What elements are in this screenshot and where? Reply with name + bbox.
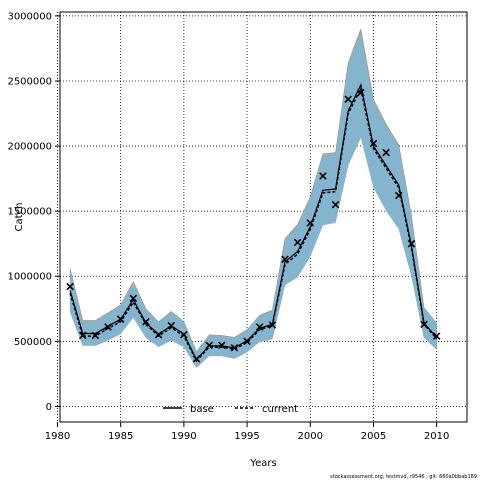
observed-point <box>281 255 289 264</box>
observed-point <box>230 344 239 352</box>
plot-frame <box>59 11 468 423</box>
current-series-line <box>69 86 438 363</box>
observed-point <box>154 331 163 339</box>
observed-point <box>91 331 100 340</box>
observed-point <box>432 332 441 340</box>
observed-point <box>218 341 226 349</box>
observed-point <box>116 315 125 323</box>
y-tick-label: 3000000 <box>7 11 52 22</box>
observed-point <box>382 148 390 157</box>
observed-point <box>192 355 201 363</box>
x-tick-label: 2010 <box>424 431 449 442</box>
x-tick-label: 1990 <box>171 431 196 442</box>
y-tick-label: 0 <box>46 402 52 413</box>
observed-point <box>293 238 302 247</box>
observed-point <box>180 331 188 339</box>
observed-point <box>357 88 365 97</box>
observed-point <box>129 294 138 303</box>
observed-point <box>331 200 340 209</box>
observed-point <box>369 139 378 148</box>
observed-point <box>142 318 150 326</box>
legend-current-label: current <box>262 404 298 415</box>
y-tick-label: 1500000 <box>7 207 52 218</box>
x-tick-label: 1980 <box>45 431 70 442</box>
observed-point <box>268 321 277 329</box>
series-lines <box>69 83 438 363</box>
observed-point <box>255 323 264 331</box>
axis-ticks: 1980 1985 1990 1995 2000 2005 2010 0 500000 10000… <box>7 11 449 442</box>
observed-point <box>167 321 175 330</box>
observed-point <box>78 331 87 340</box>
x-axis-title: Years <box>249 458 276 469</box>
y-tick-label: 2000000 <box>7 142 52 153</box>
observed-point <box>243 337 251 346</box>
observed-point <box>66 282 74 291</box>
x-tick-label: 2005 <box>361 431 386 442</box>
legend: base current <box>163 404 298 415</box>
observed-point <box>104 323 112 331</box>
confidence-bands <box>69 27 437 368</box>
observed-point <box>306 219 315 227</box>
x-tick-label: 2000 <box>298 431 323 442</box>
observed-points <box>66 88 441 363</box>
y-axis-title: Catch <box>14 203 25 232</box>
legend-base-label: base <box>190 404 214 415</box>
observed-point <box>205 341 213 349</box>
observed-point <box>344 95 352 103</box>
y-tick-label: 2500000 <box>7 76 52 87</box>
x-tick-label: 1985 <box>108 431 133 442</box>
y-tick-label: 1000000 <box>7 272 52 283</box>
current-confidence-band <box>70 34 437 368</box>
footer-note: stockassessment.org, testmvd, r9546 , gi… <box>330 474 477 480</box>
observed-point <box>319 172 327 180</box>
base-series-line <box>69 83 438 361</box>
observed-point <box>420 320 428 329</box>
y-tick-label: 500000 <box>14 337 52 348</box>
x-tick-label: 1995 <box>234 431 259 442</box>
observed-point <box>407 239 416 248</box>
observed-point <box>394 191 403 200</box>
